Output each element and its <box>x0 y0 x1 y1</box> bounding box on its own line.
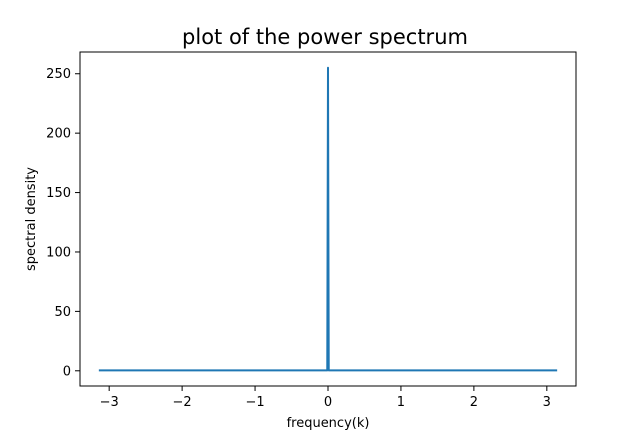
y-tick-label: 0 <box>63 364 71 379</box>
y-tick-label: 250 <box>46 67 71 82</box>
x-axis-ticks: −3 −2 −1 0 1 2 3 <box>100 386 551 410</box>
chart-title: plot of the power spectrum <box>182 25 468 49</box>
x-tick-label: 1 <box>397 395 405 410</box>
x-tick-label: 2 <box>470 395 478 410</box>
y-axis-ticks: 0 50 100 150 200 250 <box>46 67 80 379</box>
spectrum-line-0 <box>98 66 558 372</box>
x-axis-label: frequency(k) <box>287 416 370 431</box>
y-tick-label: 150 <box>46 186 71 201</box>
y-tick-label: 50 <box>54 305 71 320</box>
x-tick-label: 0 <box>324 395 332 410</box>
y-tick-label: 200 <box>46 127 71 142</box>
x-tick-label: −1 <box>245 395 264 410</box>
x-tick-label: −2 <box>173 395 192 410</box>
x-tick-label: 3 <box>543 395 551 410</box>
y-tick-label: 100 <box>46 245 71 260</box>
x-tick-label: −3 <box>100 395 119 410</box>
plot-area <box>98 66 558 372</box>
y-axis-label: spectral density <box>24 167 39 271</box>
